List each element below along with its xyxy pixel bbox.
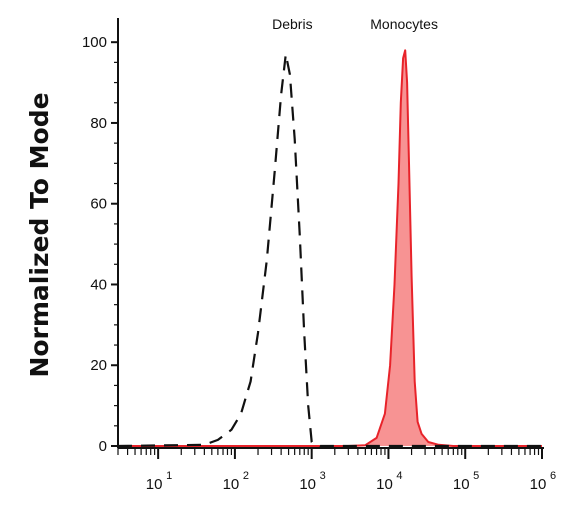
plot-area <box>117 49 542 448</box>
x-tick-label: 10 4 <box>376 470 402 493</box>
annotation-monocytes: Monocytes <box>370 16 438 32</box>
series-monocytes-area <box>118 50 542 447</box>
y-tick-label: 20 <box>90 357 107 374</box>
x-tick-exponent: 1 <box>166 470 172 482</box>
x-tick-exponent: 6 <box>550 470 556 482</box>
x-tick-base: 10 <box>376 476 393 493</box>
x-tick-label: 10 1 <box>146 470 172 493</box>
x-tick-label: 10 5 <box>453 470 479 493</box>
x-tick-label: 10 6 <box>530 470 556 493</box>
x-tick-base: 10 <box>299 476 316 493</box>
y-tick-label: 0 <box>99 438 107 455</box>
x-tick-exponent: 3 <box>320 470 326 482</box>
x-tick-base: 10 <box>146 476 163 493</box>
x-tick-exponent: 2 <box>243 470 249 482</box>
y-tick-label: 100 <box>82 34 107 51</box>
series-monocytes-line <box>118 49 542 447</box>
y-tick-label: 40 <box>90 276 107 293</box>
x-tick-exponent: 4 <box>396 470 402 482</box>
annotation-debris: Debris <box>272 16 312 32</box>
x-tick-base: 10 <box>223 476 240 493</box>
x-tick-base: 10 <box>530 476 547 493</box>
y-tick-label: 60 <box>90 196 107 213</box>
x-tick-base: 10 <box>453 476 470 493</box>
x-tick-exponent: 5 <box>473 470 479 482</box>
y-tick-label: 80 <box>90 115 107 132</box>
x-tick-label: 10 3 <box>299 470 325 493</box>
y-axis-label: Normalized To Mode <box>25 92 54 377</box>
x-tick-label: 10 2 <box>223 470 249 493</box>
series-debris-line <box>117 53 542 448</box>
